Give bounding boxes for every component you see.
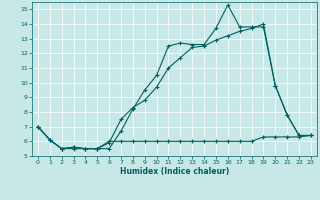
X-axis label: Humidex (Indice chaleur): Humidex (Indice chaleur) — [120, 167, 229, 176]
